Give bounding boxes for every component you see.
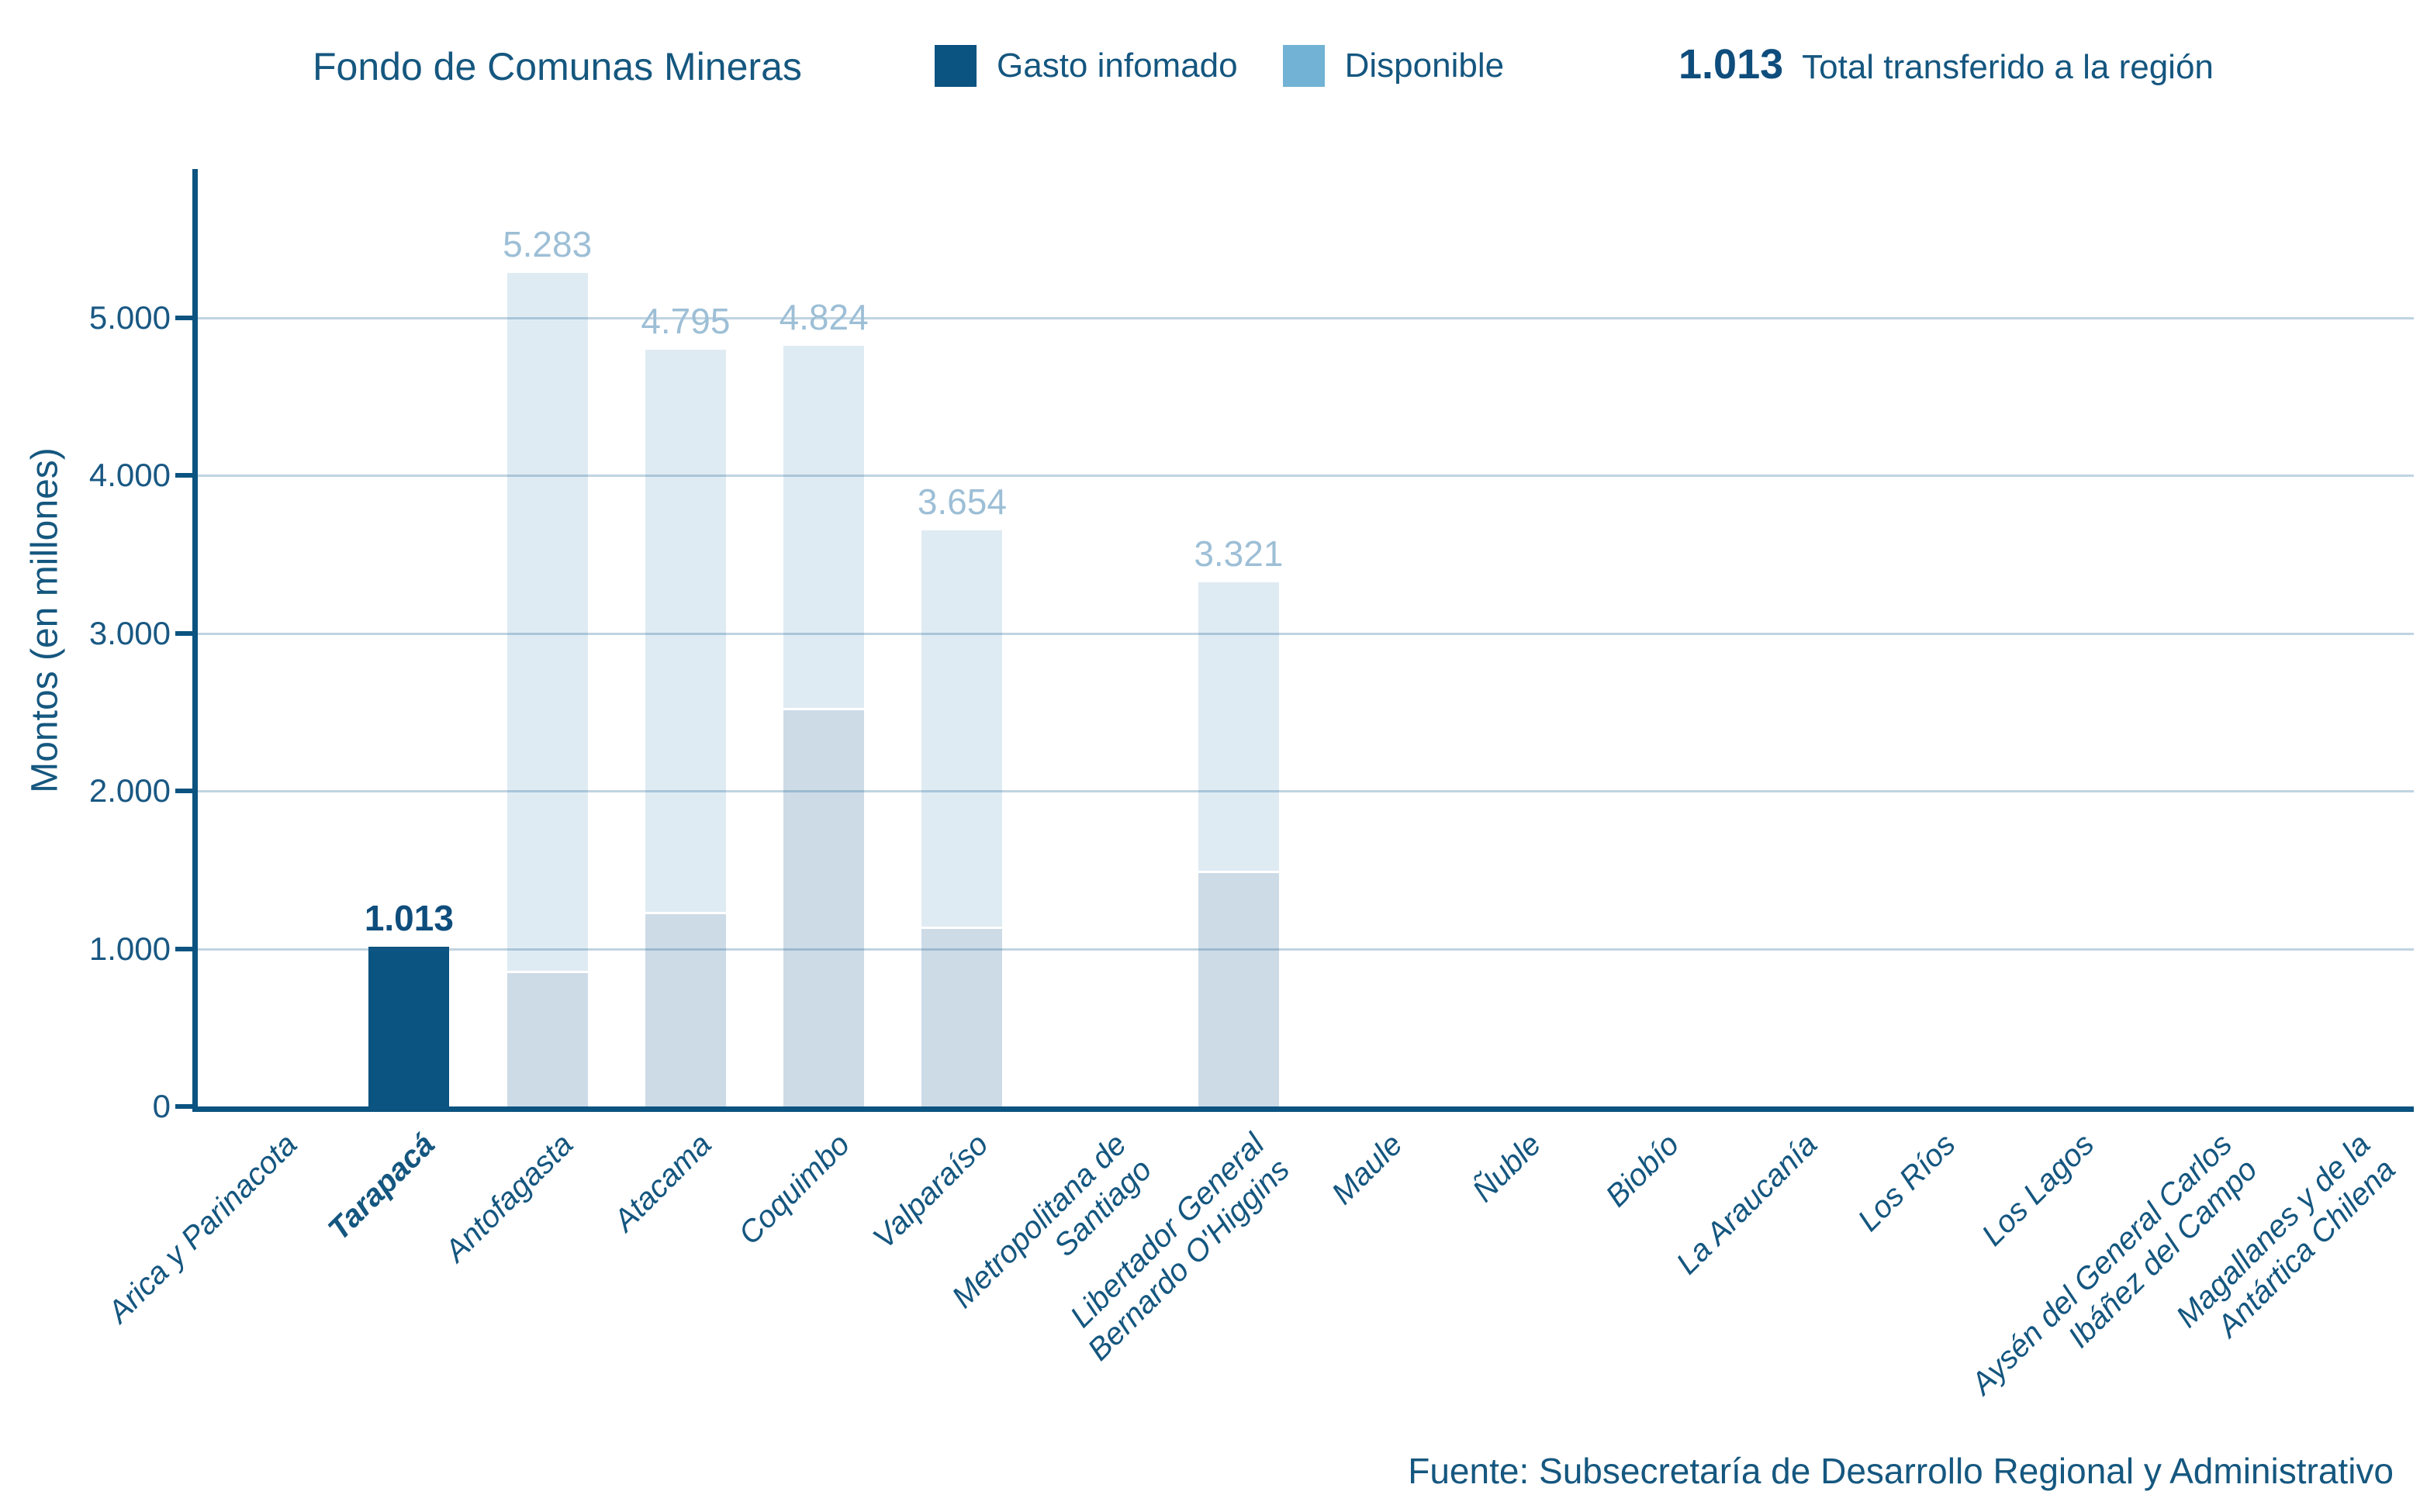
x-axis-label: Atacama xyxy=(607,1127,718,1238)
bar-segment-gasto-infomado xyxy=(783,710,865,1106)
x-axis-label: Ñuble xyxy=(1466,1127,1548,1209)
y-tick-label: 5.000 xyxy=(88,299,171,336)
bar-value-label: 4.795 xyxy=(641,301,731,342)
y-tick-label: 0 xyxy=(152,1088,171,1124)
x-axis-label: Valparaíso xyxy=(866,1127,995,1255)
y-tick-label: 1.000 xyxy=(88,930,171,967)
y-tick-label: 3.000 xyxy=(88,614,171,651)
legend-swatch-icon xyxy=(1282,45,1325,87)
y-axis-tick xyxy=(175,473,192,478)
x-axis-label: Biobío xyxy=(1599,1127,1686,1214)
x-axis-label: Tarapacá xyxy=(321,1127,442,1247)
y-gridline xyxy=(198,316,2414,319)
x-axis-label: Antofagasta xyxy=(438,1127,580,1269)
source-note: Fuente: Subsecretaría de Desarrollo Regi… xyxy=(1408,1451,2394,1491)
bar-segment-gasto-infomado xyxy=(645,913,726,1106)
y-axis-line xyxy=(192,169,198,1110)
x-axis-label: Los Lagos xyxy=(1975,1127,2101,1253)
y-gridline xyxy=(198,948,2414,951)
bar-segment-disponible xyxy=(921,530,1003,927)
legend: Gasto infomado Disponible xyxy=(935,45,1504,87)
legend-label: Gasto infomado xyxy=(997,47,1238,85)
y-axis-tick xyxy=(175,630,192,636)
y-axis-tick xyxy=(175,1104,192,1109)
y-gridline xyxy=(198,475,2414,478)
bar-segment-gasto-infomado xyxy=(506,973,588,1106)
bar-highlight-gasto-infomado xyxy=(368,946,450,1106)
chart-title: Fondo de Comunas Mineras xyxy=(313,45,802,88)
y-gridline xyxy=(198,632,2414,635)
x-axis-label: Maule xyxy=(1325,1127,1409,1211)
bar-segment-disponible xyxy=(1198,582,1279,871)
bar-value-label: 5.283 xyxy=(503,224,593,265)
x-axis-line xyxy=(192,1106,2414,1112)
legend-swatch-icon xyxy=(935,45,977,87)
bar-segment-disponible xyxy=(506,273,588,972)
kpi-total-transferido: 1.013 Total transferido a la región xyxy=(1678,42,2214,87)
bar-value-label: 1.013 xyxy=(364,897,454,938)
x-axis-label: Arica y Parinacota xyxy=(101,1127,303,1330)
bar-segment-disponible xyxy=(783,345,865,709)
y-axis-tick xyxy=(175,946,192,951)
kpi-label: Total transferido a la región xyxy=(1802,48,2214,86)
kpi-value: 1.013 xyxy=(1678,41,1784,88)
y-gridline xyxy=(198,790,2414,793)
bar-segment-gasto-infomado xyxy=(921,929,1003,1106)
legend-label: Disponible xyxy=(1344,47,1505,85)
bar-segment-disponible xyxy=(645,350,726,912)
legend-item-gasto-infomado: Gasto infomado xyxy=(935,45,1238,87)
y-tick-label: 2.000 xyxy=(88,772,171,810)
x-axis-label: Los Ríos xyxy=(1851,1127,1962,1238)
y-axis-tick xyxy=(175,789,192,794)
x-axis-label: Coquimbo xyxy=(731,1127,856,1251)
bar-value-label: 4.824 xyxy=(779,296,869,337)
bar-segment-gasto-infomado xyxy=(1198,872,1279,1106)
bar-value-label: 3.321 xyxy=(1194,533,1284,575)
y-tick-label: 4.000 xyxy=(88,457,171,494)
bar-value-label: 3.654 xyxy=(917,481,1007,522)
x-axis-label: La Araucanía xyxy=(1670,1127,1824,1282)
y-axis-title: Montos (en millones) xyxy=(24,447,66,793)
y-axis-tick xyxy=(175,315,192,320)
legend-item-disponible: Disponible xyxy=(1282,45,1505,87)
